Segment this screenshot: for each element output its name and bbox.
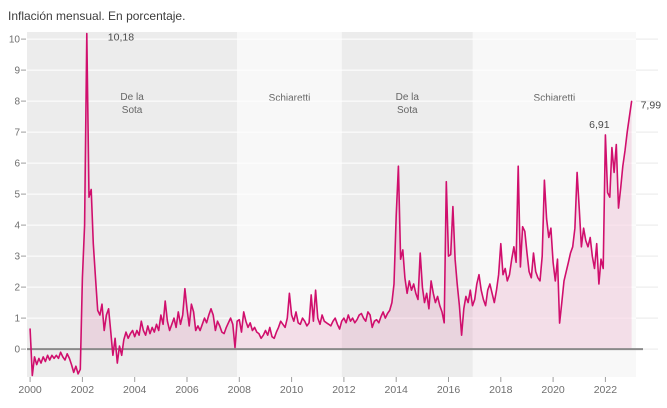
governor-band-label: De la Sota [396,92,420,116]
governor-band-label: De la Sota [120,92,144,116]
y-axis-tick-label: 0 [14,345,20,356]
y-axis-tick-label: 7 [14,128,20,139]
x-axis-tick-label: 2020 [541,384,565,396]
gridlines [27,38,658,350]
inflation-line [29,32,633,377]
inflation-area-fill [30,33,632,350]
x-axis-tick-label: 2006 [175,384,199,396]
chart-title: Inflación mensual. En porcentaje. [8,9,185,23]
governor-band [472,32,636,377]
x-axis-tick-label: 2012 [332,384,356,396]
x-axis-tick-label: 2016 [437,384,461,396]
peak-annotation: 6,91 [589,119,610,131]
y-axis-tick-label: 6 [14,159,20,170]
governor-band [27,32,238,377]
axes: 0 1 2 3 4 5 6 7 8 9 10 2000 2002 2004 2006 2008 2010 2012… [9,35,617,396]
y-axis-tick-label: 9 [14,66,20,77]
y-axis-tick-label: 10 [9,35,21,46]
peak-annotation: 7,99 [641,99,662,111]
y-axis-tick-label: 1 [14,314,20,325]
value-annotations: 10,18 6,91 7,99 [108,32,661,131]
governor-band-label: Schiaretti [269,93,311,104]
y-axis-tick-label: 4 [14,221,20,232]
peak-annotation: 10,18 [108,32,134,44]
y-axis-tick-label: 5 [14,190,20,201]
y-axis-tick-label: 8 [14,97,20,108]
x-axis-tick-label: 2014 [385,384,409,396]
x-axis-tick-label: 2022 [594,384,618,396]
x-axis-tick-label: 2000 [18,384,42,396]
inflation-series [27,32,643,377]
governor-period-bands: De la Sota Schiaretti De la Sota Schiaretti [27,32,636,377]
x-axis-tick-label: 2004 [123,384,147,396]
x-axis-tick-label: 2010 [280,384,304,396]
y-axis-tick-label: 3 [14,252,20,263]
x-axis-tick-label: 2002 [71,384,95,396]
x-axis-tick-label: 2008 [228,384,252,396]
x-axis-tick-label: 2018 [489,384,513,396]
governor-band-label: Schiaretti [534,93,576,104]
y-axis-tick-label: 2 [14,283,20,294]
